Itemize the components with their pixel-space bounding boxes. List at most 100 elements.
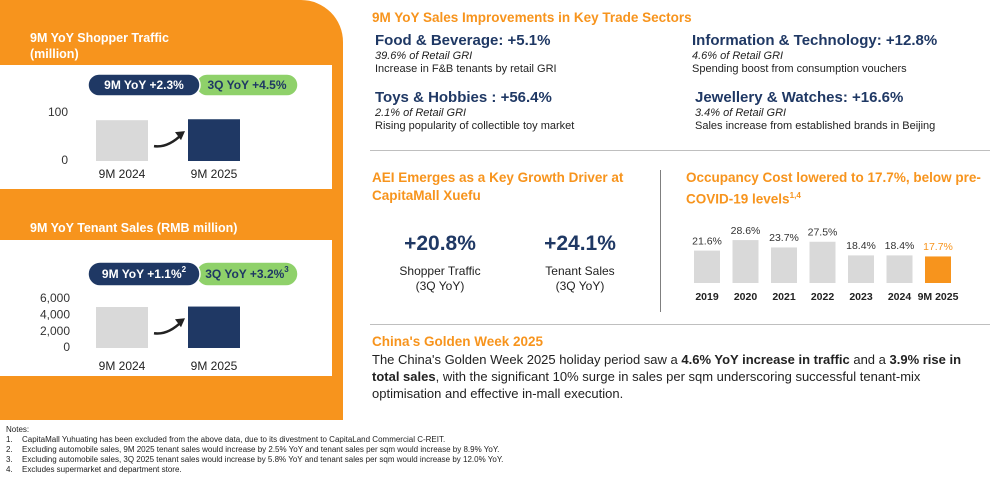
sector-heading: Information & Technology: +12.8% [692,32,938,49]
emphasis: 3.9% rise in total sales [372,352,962,384]
x-tick-label: 2022 [811,291,835,303]
sector-note: Spending boost from consumption vouchers [692,63,907,75]
arrow-head [175,131,185,141]
sector-heading: Jewellery & Watches: +16.6% [695,89,904,106]
arrow [153,320,183,335]
annotation-text: 3Q YoY +3.2% [205,267,284,281]
chart: 2019 21.6% 2020 28.6% 2021 23.7% 2022 27.5% 2023… [692,225,959,303]
sector-share: 3.4% of Retail GRI [695,107,787,119]
note: 1. CapitaMall Yuhuating has been excluded… [6,435,503,445]
title-text: 9M YoY Tenant Sales [30,221,154,235]
x-tick-label: 2021 [772,291,796,303]
divider [370,150,990,151]
note-text: Excludes supermarket and department stor… [22,465,182,474]
x-tick-label: 9M 2024 [99,359,146,373]
x-tick-label: 2020 [734,291,758,303]
note-number: 4. [6,465,13,474]
stat: +24.1% Tenant Sales (3Q YoY) [510,232,650,294]
subtitle: (million) [30,47,79,61]
chart-title: 9M YoY Shopper Traffic (million) [30,30,169,62]
superscript: 1,4 [789,191,801,200]
sector-note: Rising popularity of collectible toy mar… [375,120,575,132]
sector: Information & Technology: +12.8% 4.6% of … [692,32,937,76]
badge [87,261,201,287]
annotation: 9M YoY +2.3% [104,78,184,92]
title-text: Occupancy Cost lowered to 17.7%, below p… [686,170,981,207]
bar [732,240,759,283]
text: The China's Golden Week 2025 holiday per… [372,352,682,367]
note-number: 3. [6,455,13,464]
annotation: 3Q YoY +4.5% [207,78,286,92]
note-number: 1. [6,435,13,444]
badge [87,73,201,97]
text: , with the significant 10% surge in sale… [372,369,921,401]
annotation-text: 9M YoY +1.1% [102,267,182,281]
bar [188,119,240,161]
annotation-text: 9M YoY +2.3% [104,78,184,92]
sector: Toys & Hobbies : +56.4% 2.1% of Retail GR… [375,89,574,133]
sector-heading: Food & Beverage: +5.1% [375,32,551,49]
paragraph: The China's Golden Week 2025 holiday per… [372,351,987,402]
arrow-head [175,318,185,328]
y-tick-label: 2,000 [40,324,70,338]
stat-period: (3Q YoY) [415,279,465,293]
note: 4. Excludes supermarket and department st… [6,465,503,475]
y-tick-label: 0 [63,340,70,354]
section-title: AEI Emerges as a Key Growth Driver at Ca… [372,170,624,203]
data-label: 27.5% [808,227,838,239]
annotation: 3Q YoY +3.2%3 [205,265,289,281]
data-label: 21.6% [692,235,722,247]
bar [925,256,951,283]
data-label: 18.4% [885,240,915,252]
chart-title: 9M YoY Tenant Sales (RMB million) [30,220,237,236]
note-number: 2. [6,445,13,454]
note-text: CapitaMall Yuhuating has been excluded f… [22,435,446,444]
data-label: 17.7% [923,241,953,253]
sector: Jewellery & Watches: +16.6% 3.4% of Retai… [695,89,935,133]
note-text: Excluding automobile sales, 9M 2025 tena… [22,445,500,454]
data-label: 28.6% [731,225,761,237]
sector-share: 2.1% of Retail GRI [375,107,467,119]
bar [848,255,874,283]
annotation-text: 3Q YoY +4.5% [207,78,286,92]
x-tick-label: 9M 2025 [191,359,238,373]
chart: 0 100 9M 2024 9M 2025 3Q YoY +4.5% 9M YoY +2.… [48,73,299,181]
x-tick-label: 2019 [695,291,719,303]
y-tick-label: 100 [48,105,68,119]
sector: Food & Beverage: +5.1% 39.6% of Retail GR… [375,32,557,76]
subtitle: (RMB million) [156,221,238,235]
bar [809,241,836,283]
x-tick-label: 9M 2025 [918,291,959,303]
stat-label: Shopper Traffic [399,264,481,278]
notes-title: Notes: [6,425,30,434]
sector-share: 39.6% of Retail GRI [375,50,473,62]
bar [771,247,797,283]
arrow [153,133,183,148]
sector-note: Sales increase from established brands i… [695,120,936,132]
data-label: 23.7% [769,232,799,244]
superscript: 2 [182,265,187,274]
x-tick-label: 9M 2024 [99,167,146,181]
sector-note: Increase in F&B tenants by retail GRI [375,63,557,75]
bar [886,255,913,283]
emphasis: 4.6% YoY increase in traffic [681,352,850,367]
text: and a [849,352,890,367]
x-tick-label: 2024 [888,291,912,303]
stat-label: Tenant Sales [545,264,615,278]
divider [370,324,990,325]
y-tick-label: 6,000 [40,291,70,305]
chart-title: Occupancy Cost lowered to 17.7%, below p… [686,169,986,209]
stat-period: (3Q YoY) [555,279,605,293]
y-tick-label: 4,000 [40,308,70,322]
data-label: 18.4% [846,240,876,252]
sector-heading: Toys & Hobbies : +56.4% [375,89,552,106]
annotation: 9M YoY +1.1%2 [102,265,187,281]
chart: 0 2,000 4,000 6,000 9M 2024 9M 2025 3Q YoY +3.… [40,261,299,373]
x-tick-label: 9M 2025 [191,167,238,181]
bar [694,250,720,283]
superscript: 3 [284,265,289,274]
section-title: 9M YoY Sales Improvements in Key Trade S… [372,10,692,25]
bar [188,306,240,348]
stat-value: +24.1% [544,232,616,255]
